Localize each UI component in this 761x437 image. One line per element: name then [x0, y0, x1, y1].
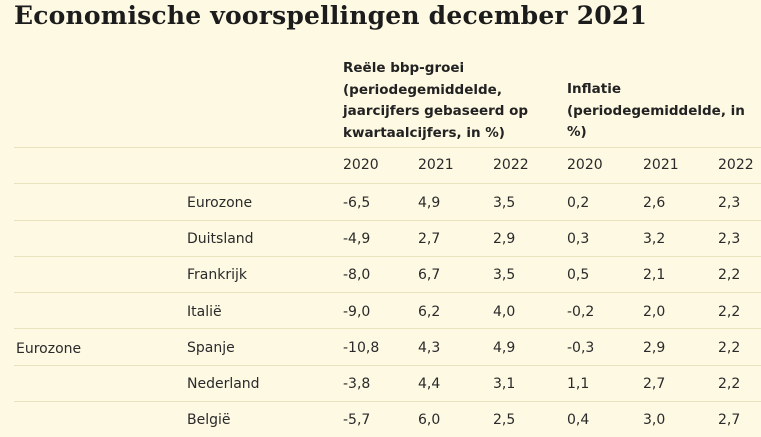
row-divider — [14, 183, 761, 184]
value-cell: 4,9 — [493, 340, 516, 356]
inflation-header: Inflatie (periodegemiddelde, in %) — [567, 79, 761, 144]
inflation-header-line: Inflatie — [567, 81, 621, 97]
value-cell: 2,2 — [718, 376, 741, 392]
value-cell: 2,2 — [718, 304, 741, 320]
value-cell: 2,5 — [493, 412, 516, 428]
country-label: Nederland — [187, 376, 260, 392]
value-cell: 0,3 — [567, 231, 590, 247]
value-cell: 3,1 — [493, 376, 516, 392]
year-header: 2020 — [343, 157, 379, 173]
value-cell: 6,0 — [418, 412, 441, 428]
year-header: 2021 — [643, 157, 679, 173]
value-cell: 2,3 — [718, 195, 741, 211]
country-label: Eurozone — [187, 195, 253, 211]
country-label: Duitsland — [187, 231, 254, 247]
value-cell: 4,4 — [418, 376, 441, 392]
value-cell: -6,5 — [343, 195, 371, 211]
value-cell: 4,3 — [418, 340, 441, 356]
value-cell: 2,7 — [418, 231, 441, 247]
value-cell: -4,9 — [343, 231, 371, 247]
gdp-header-line: jaarcijfers gebaseerd op — [343, 103, 529, 119]
year-header: 2020 — [567, 157, 603, 173]
value-cell: 0,5 — [567, 267, 590, 283]
row-divider — [14, 256, 761, 257]
page-title: Economische voorspellingen december 2021 — [14, 1, 648, 30]
value-cell: 2,6 — [643, 195, 666, 211]
year-header: 2022 — [718, 157, 754, 173]
row-divider — [14, 328, 761, 329]
value-cell: 2,2 — [718, 267, 741, 283]
value-cell: -0,2 — [567, 304, 595, 320]
value-cell: 1,1 — [567, 376, 590, 392]
year-header: 2022 — [493, 157, 529, 173]
value-cell: 2,2 — [718, 340, 741, 356]
value-cell: 3,5 — [493, 267, 516, 283]
value-cell: -10,8 — [343, 340, 380, 356]
value-cell: 3,2 — [643, 231, 666, 247]
value-cell: 2,3 — [718, 231, 741, 247]
value-cell: -8,0 — [343, 267, 371, 283]
row-divider — [14, 365, 761, 366]
value-cell: 2,1 — [643, 267, 666, 283]
value-cell: 0,2 — [567, 195, 590, 211]
row-divider — [14, 401, 761, 402]
value-cell: 4,0 — [493, 304, 516, 320]
country-label: Spanje — [187, 340, 235, 356]
value-cell: 3,5 — [493, 195, 516, 211]
value-cell: -3,8 — [343, 376, 371, 392]
row-divider — [14, 220, 761, 221]
inflation-header-line: (periodegemiddelde, in %) — [567, 102, 745, 141]
value-cell: 2,0 — [643, 304, 666, 320]
country-label: Frankrijk — [187, 267, 247, 283]
value-cell: 2,9 — [643, 340, 666, 356]
value-cell: 2,9 — [493, 231, 516, 247]
value-cell: -9,0 — [343, 304, 371, 320]
value-cell: -5,7 — [343, 412, 371, 428]
region-label: Eurozone — [16, 341, 82, 357]
gdp-header-line: Reële bbp-groei — [343, 60, 465, 76]
value-cell: 6,7 — [418, 267, 441, 283]
country-label: België — [187, 412, 231, 428]
row-divider — [14, 292, 761, 293]
value-cell: -0,3 — [567, 340, 595, 356]
gdp-header-line: kwartaalcijfers, in %) — [343, 124, 505, 141]
value-cell: 2,7 — [643, 376, 666, 392]
row-divider — [14, 147, 761, 148]
value-cell: 4,9 — [418, 195, 441, 211]
country-label: Italië — [187, 304, 222, 320]
value-cell: 6,2 — [418, 304, 441, 320]
gdp-header: Reële bbp-groei (periodegemiddelde, jaar… — [343, 58, 543, 144]
value-cell: 0,4 — [567, 412, 590, 428]
year-header: 2021 — [418, 157, 454, 173]
gdp-header-line: (periodegemiddelde, — [343, 81, 502, 98]
value-cell: 2,7 — [718, 412, 741, 428]
value-cell: 3,0 — [643, 412, 666, 428]
